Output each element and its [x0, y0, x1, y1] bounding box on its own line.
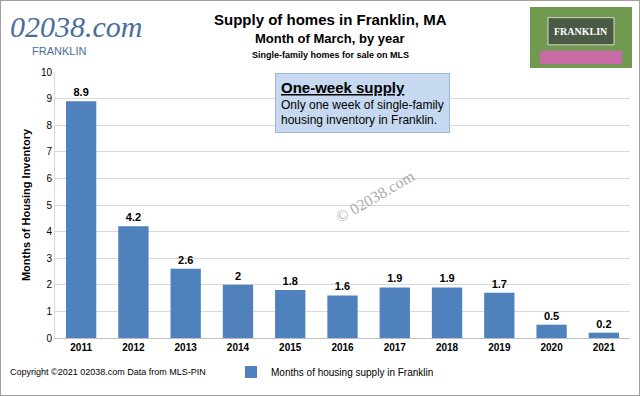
svg-text:FRANKLIN: FRANKLIN [32, 45, 86, 57]
svg-text:2019: 2019 [488, 342, 511, 353]
svg-text:02038.com: 02038.com [10, 10, 142, 43]
svg-text:0.2: 0.2 [596, 318, 611, 330]
svg-text:One-week supplyOnly one week o: One-week supplyOnly one week of single-f… [281, 79, 444, 127]
svg-text:Months of Housing Inventory: Months of Housing Inventory [20, 128, 32, 281]
svg-text:2020: 2020 [540, 342, 563, 353]
svg-text:2: 2 [235, 270, 241, 282]
svg-text:3: 3 [46, 253, 52, 264]
svg-text:1.7: 1.7 [492, 278, 507, 290]
svg-text:Months of housing supply in Fr: Months of housing supply in Franklin [271, 367, 433, 378]
svg-text:2014: 2014 [227, 342, 250, 353]
svg-text:Copyright ©2021 02038.com Data: Copyright ©2021 02038.com Data from MLS-… [10, 367, 206, 377]
svg-text:2013: 2013 [175, 342, 198, 353]
svg-text:Single-family homes for sale o: Single-family homes for sale on MLS [252, 50, 409, 60]
svg-text:5: 5 [46, 200, 52, 211]
svg-text:4: 4 [46, 226, 52, 237]
svg-text:2021: 2021 [593, 342, 616, 353]
svg-text:2012: 2012 [122, 342, 145, 353]
svg-text:2017: 2017 [384, 342, 407, 353]
svg-text:0: 0 [46, 333, 52, 344]
svg-text:6: 6 [46, 173, 52, 184]
svg-text:Month of March, by year: Month of March, by year [255, 31, 405, 46]
svg-text:2: 2 [46, 279, 52, 290]
svg-text:7: 7 [46, 146, 52, 157]
svg-text:1: 1 [46, 306, 52, 317]
svg-text:1.9: 1.9 [387, 272, 402, 284]
svg-text:© 02038.com: © 02038.com [333, 167, 418, 226]
svg-text:0.5: 0.5 [544, 310, 559, 322]
svg-text:2016: 2016 [331, 342, 354, 353]
svg-text:FRANKLIN: FRANKLIN [554, 26, 608, 37]
svg-text:9: 9 [46, 93, 52, 104]
svg-text:10: 10 [41, 67, 53, 78]
svg-text:8.9: 8.9 [73, 86, 88, 98]
svg-text:2.6: 2.6 [178, 254, 193, 266]
svg-text:1.8: 1.8 [283, 275, 298, 287]
svg-text:2018: 2018 [436, 342, 459, 353]
svg-text:Supply of homes in Franklin, M: Supply of homes in Franklin, MA [214, 11, 447, 28]
svg-text:2011: 2011 [70, 342, 92, 353]
svg-text:4.2: 4.2 [126, 211, 141, 223]
svg-text:1.6: 1.6 [335, 280, 350, 292]
svg-text:8: 8 [46, 120, 52, 131]
svg-text:1.9: 1.9 [439, 272, 454, 284]
svg-text:2015: 2015 [279, 342, 302, 353]
